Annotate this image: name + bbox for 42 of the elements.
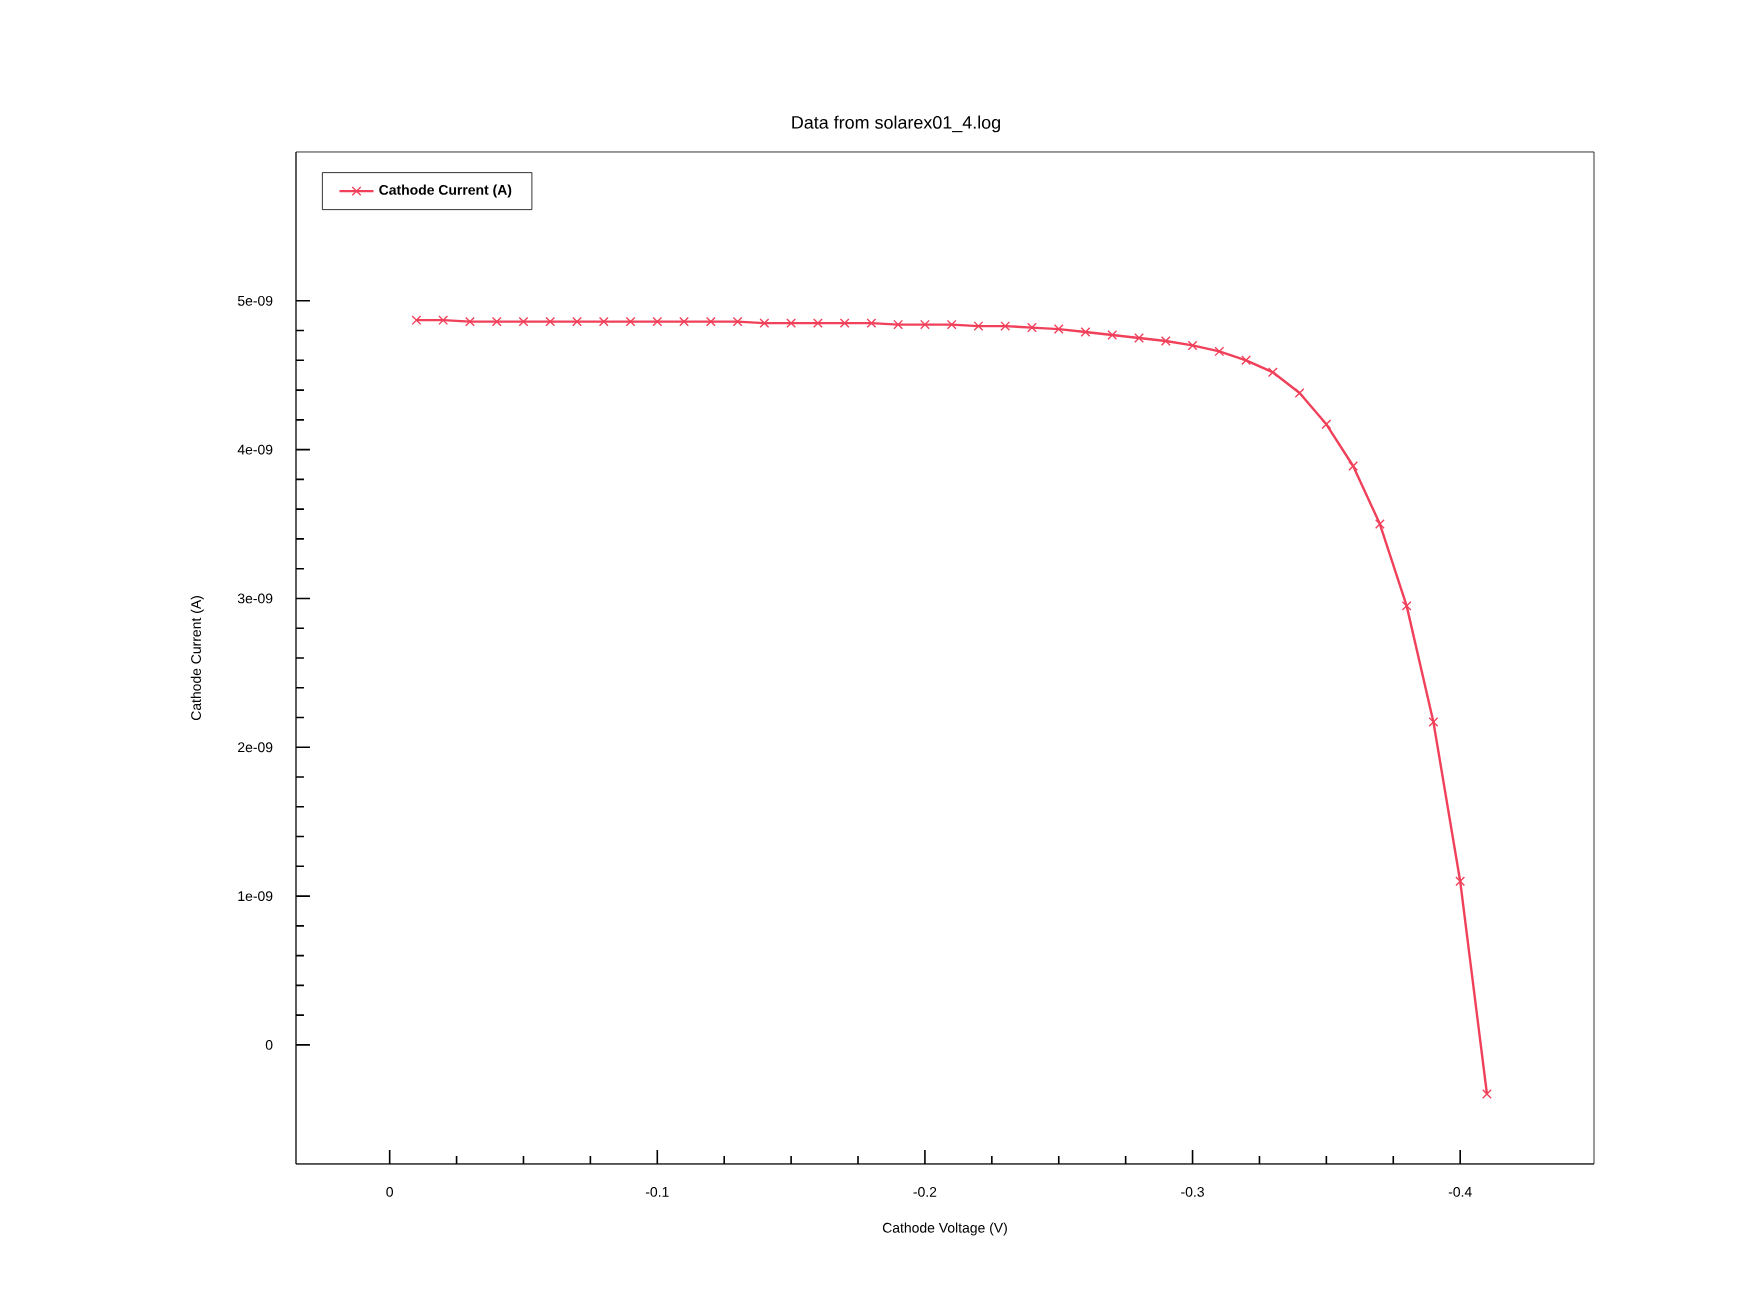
point [946,319,957,330]
point [1160,336,1171,346]
point [1267,367,1278,378]
point [1027,322,1037,333]
point [839,318,850,329]
point [1401,600,1412,611]
point [812,318,823,329]
point [1428,717,1439,727]
point [438,315,449,326]
point [973,321,984,332]
point [1374,519,1385,529]
point [545,316,556,327]
point [1000,321,1011,332]
point [866,318,877,329]
point [786,318,797,329]
point [1053,324,1064,334]
point [759,318,770,329]
point [1134,333,1144,343]
point [1107,330,1118,340]
point [1455,876,1466,887]
point [732,316,743,327]
point [1482,1089,1492,1099]
point [1321,419,1332,430]
point [1187,340,1198,351]
chart-title: Data from solarex01_4.log [792,115,1000,133]
point [893,319,904,330]
point [1294,388,1305,398]
point [518,316,529,327]
point [465,316,475,327]
point [411,315,422,326]
point [1348,461,1359,471]
point [1080,327,1091,337]
point [1214,346,1225,357]
point [679,316,689,327]
point [491,316,502,327]
point [652,316,663,327]
point [1241,355,1252,366]
point [705,316,716,327]
point [572,316,582,327]
point [920,319,930,330]
point [625,316,636,327]
point [598,316,609,327]
